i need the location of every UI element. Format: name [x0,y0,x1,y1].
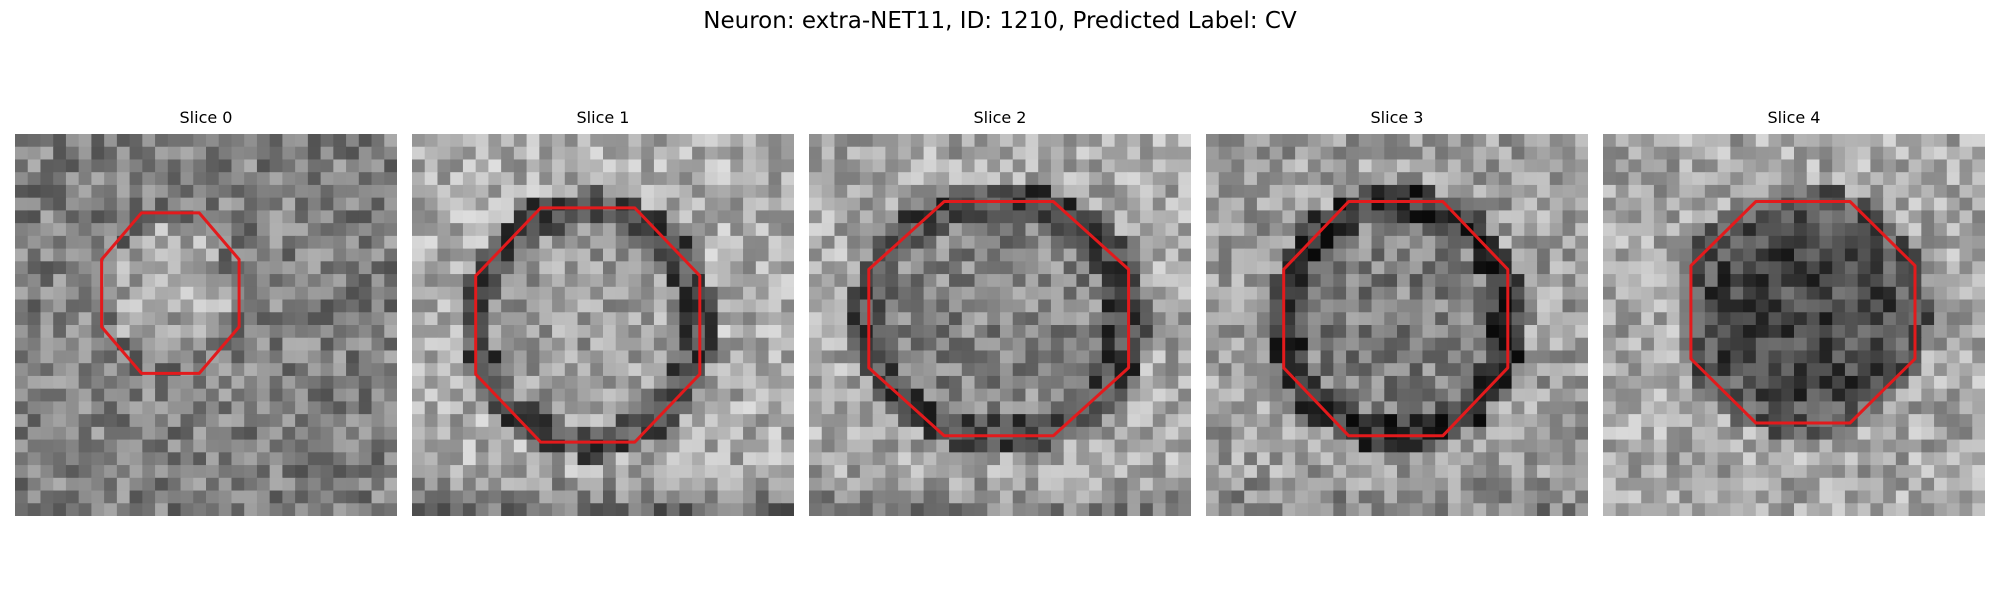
slice-title: Slice 4 [1767,108,1821,127]
pixel-grid [1603,134,1985,516]
slice-title: Slice 2 [973,108,1027,127]
roi-contour [474,206,702,444]
figure-title: Neuron: extra-NET11, ID: 1210, Predicted… [703,8,1297,34]
slice-image [15,134,397,516]
slice-title: Slice 1 [576,108,630,127]
slice-image [412,134,794,516]
pixel-grid [412,134,794,516]
pixel-grid [1206,134,1588,516]
pixel-grid [15,134,397,516]
pixel-grid [809,134,1191,516]
roi-contour [1282,200,1510,438]
roi-contour [867,200,1131,438]
slice-image [809,134,1191,516]
slice-image [1603,134,1985,516]
roi-contour [100,211,241,375]
slice-title: Slice 0 [179,108,233,127]
slice-image [1206,134,1588,516]
roi-contour [1689,200,1917,425]
slice-title: Slice 3 [1370,108,1424,127]
